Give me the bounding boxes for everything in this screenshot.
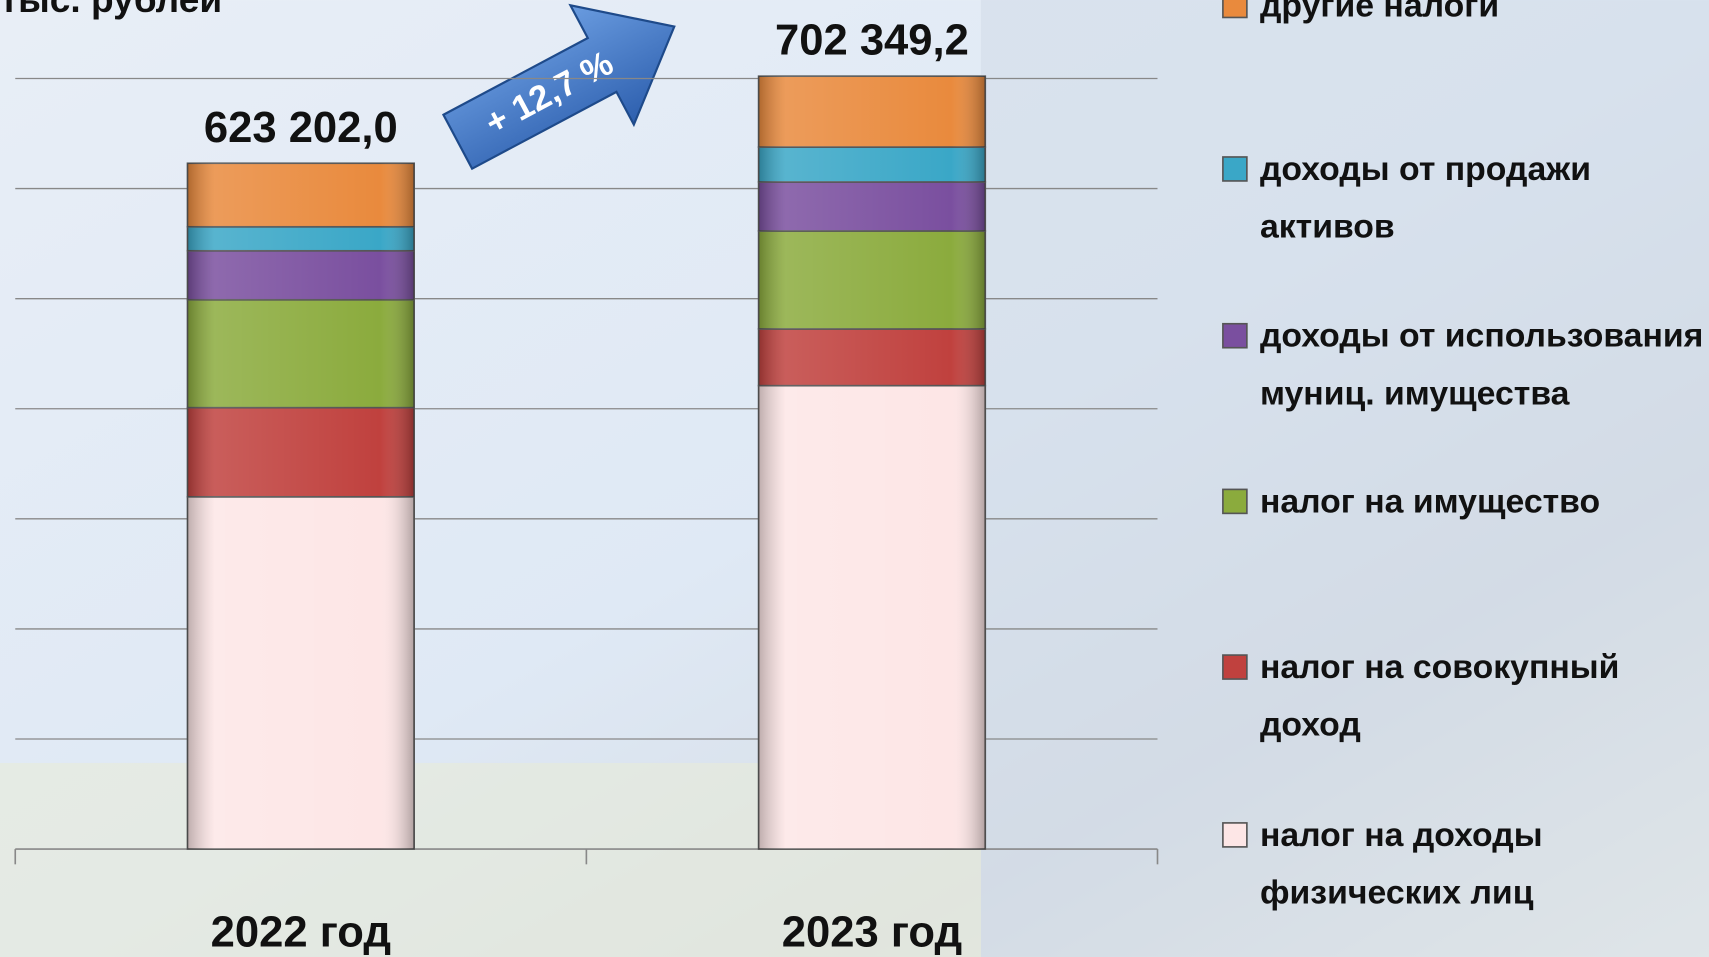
bar-segment: [757, 146, 987, 183]
bar-segment: [186, 225, 415, 252]
x-tick-label: 2023 год: [782, 909, 962, 957]
legend-label: налог на имущество: [1259, 481, 1601, 520]
y-axis-label: тыс. рублей: [0, 0, 222, 20]
legend-swatch: [1222, 488, 1248, 515]
legend-label: налог на доходы физических лиц: [1259, 815, 1543, 912]
legend-entry: другие налоги: [1259, 0, 1500, 25]
arrow-shape: [441, 3, 676, 171]
legend-entry: доходы от использования муниц. имущества: [1259, 316, 1704, 413]
legend-entry: налог на совокупный доход: [1259, 647, 1620, 744]
bar-segment: [186, 298, 415, 409]
legend-label: доходы от использования муниц. имущества: [1259, 316, 1704, 413]
x-tick-label: 2022 год: [211, 909, 391, 957]
legend-swatch: [1222, 156, 1248, 182]
bar-segment: [757, 181, 987, 232]
legend-label: другие налоги: [1259, 0, 1500, 25]
bar-segment: [757, 328, 987, 387]
background-photo: [980, 0, 1709, 957]
total-label: 702 349,2: [775, 17, 969, 65]
bar-segment: [757, 384, 987, 850]
legend-swatch: [1222, 0, 1248, 19]
legend-swatch: [1222, 822, 1248, 848]
legend-swatch: [1222, 654, 1248, 680]
legend-entry: доходы от продажи активов: [1259, 149, 1591, 246]
bar-segment: [757, 75, 987, 148]
legend-swatch: [1222, 322, 1248, 349]
legend-label: доходы от продажи активов: [1259, 149, 1591, 246]
bar-segment: [757, 230, 987, 330]
legend-entry: налог на доходы физических лиц: [1259, 815, 1543, 912]
bar-segment: [186, 249, 415, 301]
legend-label: налог на совокупный доход: [1259, 647, 1620, 744]
bar-segment: [186, 495, 415, 850]
legend-entry: налог на имущество: [1259, 481, 1601, 520]
bar-segment: [186, 406, 415, 498]
bar-segment: [186, 162, 415, 228]
total-label: 623 202,0: [204, 104, 398, 152]
